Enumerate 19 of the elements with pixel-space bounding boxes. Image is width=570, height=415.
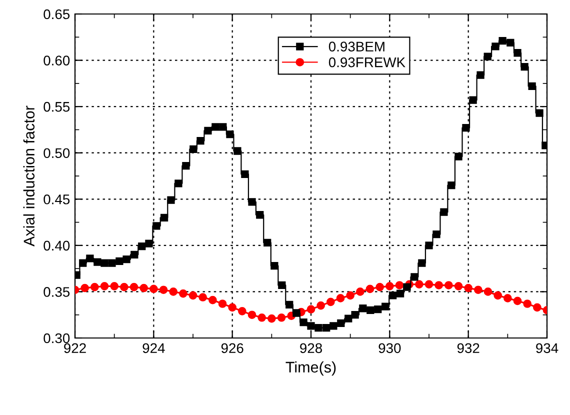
y-tick-label: 0.65 [44,9,70,20]
x-tick-label: 926 [221,343,244,354]
y-tick-label: 0.40 [44,240,70,251]
x-tick-label: 930 [378,343,401,354]
x-tick-label: 934 [536,343,558,354]
x-tick-label: 924 [142,343,165,354]
x-axis-title: Time(s) [286,361,336,376]
legend-label: 0.93BEM [328,42,384,52]
y-tick-label: 0.35 [44,287,70,297]
y-axis-title: Axial induction factor [23,106,35,246]
y-tick-label: 0.55 [44,102,70,112]
x-tick-label: 922 [64,343,86,354]
legend-label: 0.93FREWK [328,57,406,68]
y-tick-label: 0.60 [44,56,70,66]
x-tick-label: 928 [300,343,322,354]
y-tick-label: 0.30 [44,333,70,344]
y-tick-label: 0.45 [44,194,70,204]
x-tick-label: 932 [457,343,480,354]
y-tick-label: 0.50 [44,148,70,158]
